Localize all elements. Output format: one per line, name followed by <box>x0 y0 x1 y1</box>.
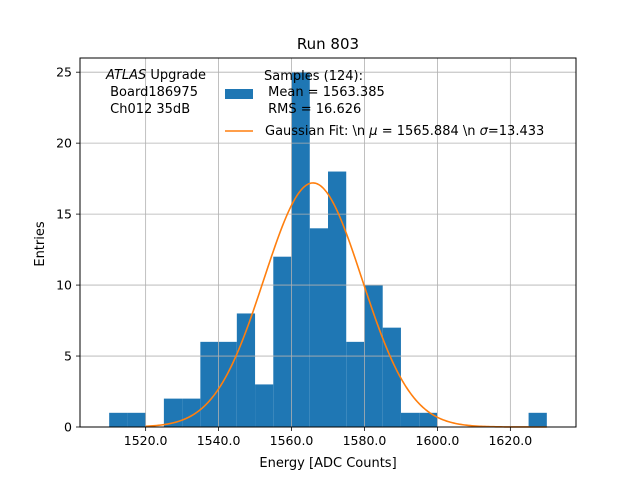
annotation-rest: Upgrade <box>146 68 206 83</box>
legend-fit-label: Gaussian Fit: \n μ = 1565.884 \n σ=13.43… <box>265 124 544 139</box>
x-tick-label: 1540.0 <box>197 433 241 448</box>
y-tick-label: 25 <box>56 65 72 80</box>
x-axis-label: Energy [ADC Counts] <box>259 456 396 471</box>
legend-fit-sigma-value: =13.433 <box>488 124 544 139</box>
x-tick-label: 1560.0 <box>270 433 314 448</box>
chart-title: Run 803 <box>297 35 359 53</box>
x-tick-label: 1600.0 <box>416 433 460 448</box>
legend-fit-mu-symbol: μ <box>368 124 377 139</box>
histogram-bar <box>109 412 128 427</box>
legend-fit-mu-value: = 1565.884 \n <box>378 124 480 139</box>
histogram-bar <box>273 256 292 427</box>
x-tick-label: 1620.0 <box>488 433 532 448</box>
legend-samples-line-3: RMS = 16.626 <box>264 102 361 117</box>
y-tick-label: 5 <box>64 349 72 364</box>
annotation-italic: ATLAS <box>105 68 146 83</box>
histogram-bar <box>182 398 201 427</box>
histogram-bar <box>309 228 328 427</box>
histogram-bar <box>528 412 547 427</box>
x-tick-label: 1580.0 <box>343 433 387 448</box>
y-tick-label: 20 <box>56 136 72 151</box>
histogram-bar <box>163 398 183 427</box>
legend-samples-line-1: Samples (124): <box>264 69 363 84</box>
y-axis-label: Entries <box>33 221 48 267</box>
histogram-bar <box>127 412 146 427</box>
legend-samples-line-2: Mean = 1563.385 <box>264 85 385 100</box>
y-tick-label: 0 <box>64 420 72 435</box>
annotation-line-1: ATLAS Upgrade <box>105 68 206 83</box>
histogram-bar <box>255 384 274 427</box>
x-tick-label: 1520.0 <box>124 433 168 448</box>
gaussian-fit <box>145 182 547 428</box>
axis-ticks: 1520.0 1540.0 1560.0 1580.0 1600.0 1620.0 0 5 10… <box>56 65 532 448</box>
annotation-line-2: Board186975 <box>106 85 198 100</box>
annotation-line-3: Ch012 35dB <box>106 102 190 117</box>
y-tick-label: 10 <box>56 278 72 293</box>
legend: Samples (124): Mean = 1563.385 RMS = 16.… <box>225 69 544 139</box>
histogram-bar <box>328 171 347 427</box>
histogram-bar <box>400 412 420 427</box>
gaussian-fit-line <box>145 182 547 428</box>
y-tick-label: 15 <box>56 207 72 222</box>
histogram-bar <box>291 72 310 427</box>
legend-histogram-swatch <box>225 89 253 99</box>
legend-fit-sigma-symbol: σ <box>480 124 489 139</box>
histogram-bar <box>382 327 401 427</box>
atlas-annotation: ATLAS Upgrade Board186975 Ch012 35dB <box>105 68 206 117</box>
histogram-bar <box>419 412 438 427</box>
histogram-bar <box>346 341 365 427</box>
plot-frame <box>79 57 577 428</box>
legend-fit-prefix: Gaussian Fit: \n <box>265 124 369 139</box>
histogram-bar <box>200 341 219 427</box>
